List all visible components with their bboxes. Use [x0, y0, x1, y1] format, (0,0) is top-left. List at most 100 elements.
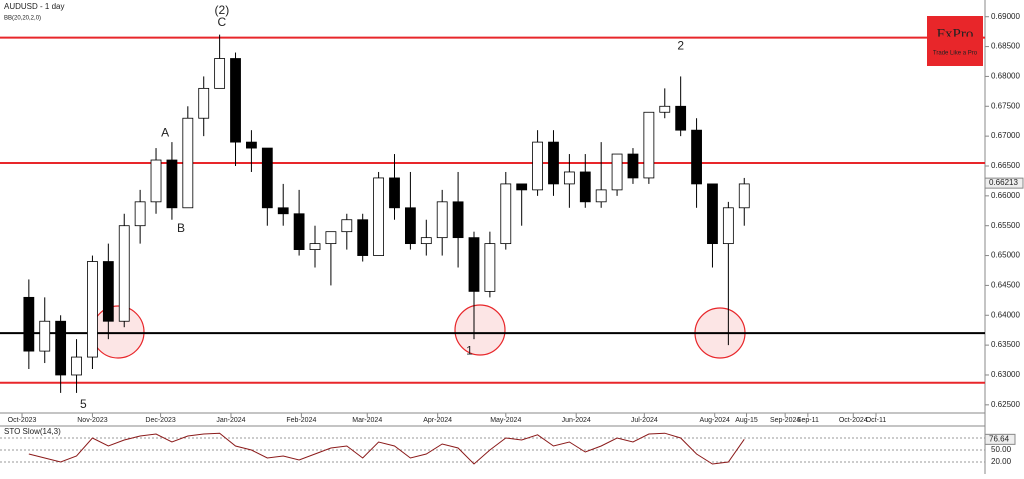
price-tag-label: 0.66213	[989, 178, 1018, 187]
highlight-circle	[454, 304, 506, 356]
x-tick-label: Jun-2024	[562, 417, 591, 424]
chart-title: AUDUSD - 1 day	[4, 2, 64, 11]
x-tick-label: Aug-2024	[700, 417, 730, 424]
y-tick-label: 0.63500	[991, 340, 1020, 349]
y-tick-label: 0.62500	[991, 400, 1020, 409]
wave-label: C	[218, 15, 227, 29]
wave-label: A	[161, 125, 169, 139]
y-tick-label: 0.66000	[991, 191, 1020, 200]
candle-body	[39, 320, 51, 352]
candle-body	[118, 225, 130, 322]
candle-body	[707, 183, 718, 245]
logo-tagline: Trade Like a Pro	[933, 51, 978, 57]
stoch-line	[28, 432, 745, 465]
candle-body	[659, 105, 671, 113]
candle-body	[611, 153, 623, 191]
candle-body	[500, 183, 512, 245]
y-tick-label: 0.68000	[991, 72, 1020, 81]
stoch-tick-label: 20.00	[991, 457, 1012, 466]
candle-body	[627, 153, 639, 179]
candle-body	[722, 207, 734, 245]
wave-label: 1	[466, 343, 473, 357]
stoch-tick-label: 50.00	[991, 445, 1012, 454]
candle-body	[166, 159, 178, 209]
candle-body	[102, 261, 114, 322]
x-tick-label: Nov-2023	[77, 417, 107, 424]
y-tick-label: 0.65500	[991, 221, 1020, 230]
candle-body	[230, 58, 241, 143]
candle-body	[675, 105, 687, 131]
candle-body	[23, 296, 35, 352]
candle-body	[71, 356, 82, 376]
candle-body	[87, 261, 98, 358]
y-tick-label: 0.64000	[991, 310, 1020, 319]
y-tick-label: 0.67000	[991, 131, 1020, 140]
candle-body	[420, 237, 432, 245]
candle-body	[214, 58, 226, 89]
x-tick-label: Oct-2023	[8, 417, 37, 424]
candle-body	[325, 231, 337, 245]
candle-body	[150, 159, 162, 203]
candle-body	[436, 201, 448, 239]
candle-body	[691, 129, 702, 185]
candle-body	[516, 183, 528, 191]
x-tick-label: Jul-2024	[631, 417, 658, 424]
y-tick-label: 0.66500	[991, 161, 1020, 170]
candle-body	[309, 243, 321, 250]
x-tick-label: Apr-2024	[423, 417, 452, 424]
candle-body	[579, 171, 591, 203]
candle-body	[532, 141, 543, 191]
x-tick-label: Aug-15	[735, 417, 758, 424]
candle-body	[182, 117, 194, 209]
candle-body	[293, 213, 305, 250]
y-tick-label: 0.69000	[991, 12, 1020, 21]
stoch-tag	[984, 433, 1016, 445]
x-tick-label: Jan-2024	[216, 417, 245, 424]
candle-body	[484, 243, 496, 292]
x-tick-label: Dec-2023	[145, 417, 175, 424]
candle-body	[738, 183, 750, 209]
candle-body	[452, 201, 464, 239]
candle-body	[357, 219, 369, 256]
wave-label: 2	[677, 39, 684, 53]
wave-label: (2)	[215, 3, 230, 17]
candle-body	[277, 207, 289, 215]
candle-body	[134, 201, 146, 227]
candle-body	[341, 219, 353, 233]
x-tick-label: Mar-2024	[352, 417, 382, 424]
x-tick-label: Oct-11	[866, 417, 887, 424]
highlight-circle	[91, 305, 145, 359]
x-tick-label: Sep-2024	[770, 417, 800, 424]
y-tick-label: 0.63000	[991, 370, 1020, 379]
y-tick-label: 0.64500	[991, 281, 1020, 290]
logo-box	[927, 16, 983, 66]
candle-body	[261, 147, 273, 209]
chart-subtitle: BB(20,20,2,0)	[4, 16, 41, 22]
candle-body	[373, 177, 385, 256]
candle-body	[548, 141, 559, 185]
stoch-tag-label: 76.64	[989, 434, 1010, 443]
candle-body	[55, 320, 67, 376]
candle-body	[595, 189, 607, 203]
y-tick-label: 0.67500	[991, 101, 1020, 110]
candle-body	[404, 207, 416, 245]
stoch-title: STO Slow(14,3)	[4, 427, 61, 436]
candle-body	[389, 177, 400, 209]
y-tick-label: 0.68500	[991, 42, 1020, 51]
x-tick-label: May-2024	[490, 417, 521, 424]
candle-body	[468, 237, 480, 292]
wave-label: 5	[80, 397, 87, 411]
candle-body	[246, 141, 257, 149]
candle-body	[563, 171, 575, 185]
x-tick-label: Sep-11	[797, 417, 819, 424]
y-tick-label: 0.65000	[991, 251, 1020, 260]
x-tick-label: Oct-2024	[839, 417, 868, 424]
price-tag	[984, 177, 1024, 189]
candle-body	[198, 87, 210, 119]
x-tick-label: Feb-2024	[286, 417, 316, 424]
candle-body	[643, 111, 655, 179]
wave-label: B	[177, 221, 185, 235]
logo: FxPro	[937, 26, 974, 42]
